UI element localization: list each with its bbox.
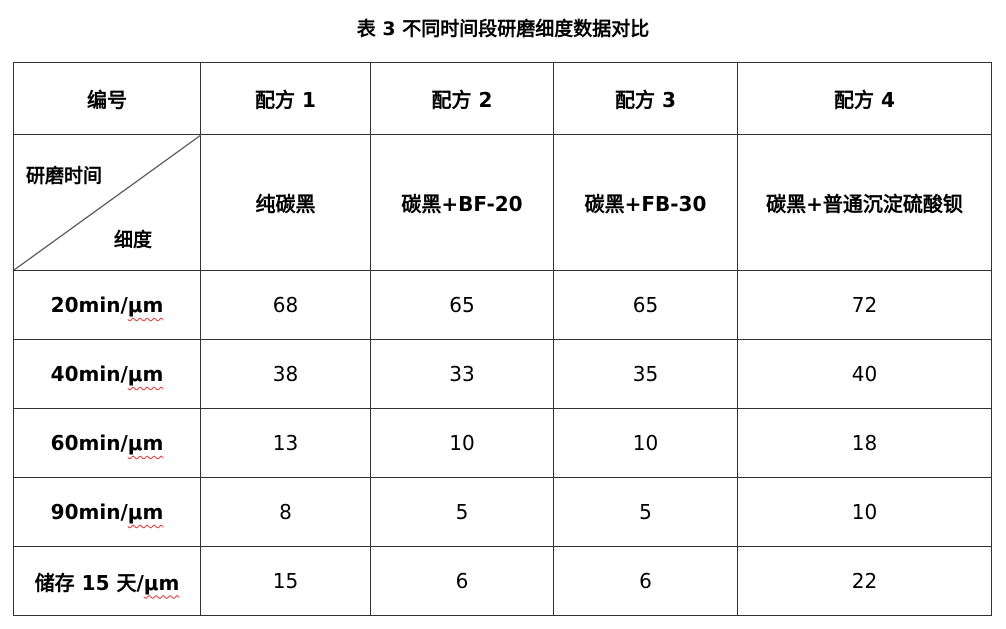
grinding-fineness-table: 编号 配方 1 配方 2 配方 3 配方 4 研磨时间 细度 纯碳黑 碳黑+BF… [13,62,992,616]
diag-bottom-label: 细度 [114,229,153,251]
cell-value: 10 [370,408,554,478]
row-label-unit: μm [127,293,164,317]
composition-3: 碳黑+FB-30 [553,134,738,271]
composition-1: 纯碳黑 [200,134,371,271]
header-formula-1: 配方 1 [200,62,371,135]
table-row: 20min/μm 68 65 65 72 [13,270,992,340]
row-label-unit: μm [143,570,180,595]
cell-value: 10 [553,408,738,478]
table-row: 90min/μm 8 5 5 10 [13,477,992,547]
row-label-unit: μm [127,500,164,524]
cell-value: 10 [737,477,992,547]
row-label-text: 60min/ [50,431,128,455]
cell-value: 15 [200,546,371,616]
composition-row: 研磨时间 细度 纯碳黑 碳黑+BF-20 碳黑+FB-30 碳黑+普通沉淀硫酸钡 [13,134,992,271]
row-label: 60min/μm [13,408,201,478]
cell-value: 72 [737,270,992,340]
table-caption: 表 3 不同时间段研磨细度数据对比 [356,18,650,40]
cell-value: 13 [200,408,371,478]
cell-value: 5 [553,477,738,547]
cell-value: 40 [737,339,992,409]
row-label-text: 20min/ [50,293,128,317]
composition-2: 碳黑+BF-20 [370,134,554,271]
row-label-text: 90min/ [50,500,128,524]
row-label-text: 储存 15 天/ [34,570,144,595]
diagonal-header-cell: 研磨时间 细度 [13,134,201,271]
cell-value: 6 [370,546,554,616]
cell-value: 65 [370,270,554,340]
cell-value: 8 [200,477,371,547]
row-label-text: 40min/ [50,362,128,386]
cell-value: 68 [200,270,371,340]
diagonal-line [14,135,201,270]
cell-value: 38 [200,339,371,409]
row-label-unit: μm [127,431,164,455]
cell-value: 6 [553,546,738,616]
header-id: 编号 [13,62,201,135]
header-formula-4: 配方 4 [737,62,992,135]
cell-value: 22 [737,546,992,616]
row-label: 90min/μm [13,477,201,547]
cell-value: 35 [553,339,738,409]
header-row: 编号 配方 1 配方 2 配方 3 配方 4 [13,62,992,135]
table-row: 40min/μm 38 33 35 40 [13,339,992,409]
row-label: 20min/μm [13,270,201,340]
row-label: 40min/μm [13,339,201,409]
row-label: 储存 15 天/μm [13,546,201,616]
row-label-unit: μm [127,362,164,386]
header-formula-2: 配方 2 [370,62,554,135]
cell-value: 18 [737,408,992,478]
composition-4: 碳黑+普通沉淀硫酸钡 [737,134,992,271]
cell-value: 5 [370,477,554,547]
table-row: 60min/μm 13 10 10 18 [13,408,992,478]
cell-value: 65 [553,270,738,340]
table-row: 储存 15 天/μm 15 6 6 22 [13,546,992,616]
cell-value: 33 [370,339,554,409]
diag-top-label: 研磨时间 [26,165,103,187]
header-formula-3: 配方 3 [553,62,738,135]
